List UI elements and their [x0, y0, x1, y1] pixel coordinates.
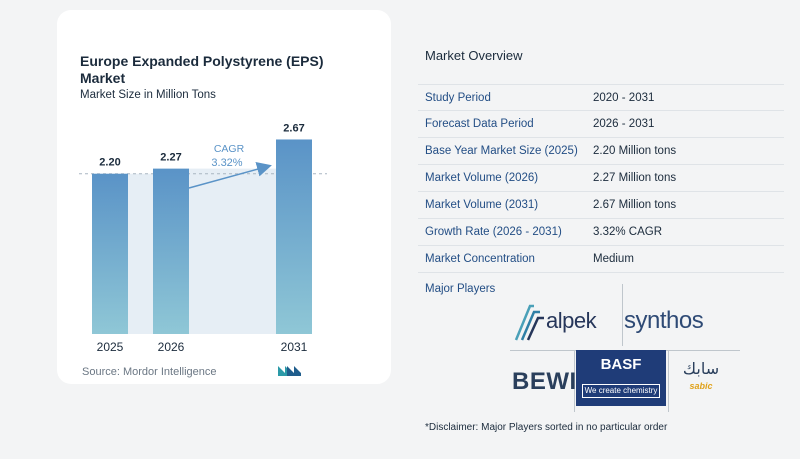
- basf-logo-name: BASF: [600, 356, 642, 373]
- overview-label: Market Concentration: [425, 253, 535, 265]
- overview-row: Growth Rate (2026 - 2031) 3.32% CAGR: [418, 219, 784, 246]
- overview-row: Market Volume (2031) 2.67 Million tons: [418, 192, 784, 219]
- alpek-logo: alpek: [546, 308, 597, 333]
- bar-value-label: 2.20: [99, 157, 120, 169]
- cagr-value: 3.32%: [211, 157, 242, 169]
- overview-label: Forecast Data Period: [425, 118, 534, 130]
- overview-value: 2.20 Million tons: [593, 145, 677, 157]
- mordor-intelligence-logo: [278, 366, 301, 376]
- bar: [276, 139, 312, 334]
- overview-label: Market Volume (2026): [425, 172, 539, 184]
- bar: [92, 173, 128, 334]
- logo-divider: [574, 350, 575, 412]
- bewi-logo: BEWI: [512, 368, 577, 395]
- source-text: Source: Mordor Intelligence: [82, 366, 217, 378]
- x-tick-label: 2031: [281, 340, 308, 354]
- major-players-label: Major Players: [425, 283, 496, 295]
- logo-divider: [622, 284, 623, 346]
- sabic-logo-arabic: سابك: [682, 359, 720, 378]
- overview-value: 2026 - 2031: [593, 118, 655, 130]
- basf-logo: BASF We create chemistry: [576, 350, 666, 406]
- cagr-arrow: [188, 161, 272, 189]
- major-players-logos: alpek synthos BEWI BASF We create chemis…: [510, 284, 740, 412]
- cagr-label: CAGR: [214, 143, 245, 155]
- overview-row: Study Period 2020 - 2031: [418, 84, 784, 111]
- overview-table: Study Period 2020 - 2031 Forecast Data P…: [418, 84, 784, 273]
- bar-value-label: 2.27: [160, 152, 181, 164]
- x-tick-label: 2026: [158, 340, 185, 354]
- sabic-logo: سابك sabic: [673, 359, 733, 399]
- overview-value: 2020 - 2031: [593, 91, 655, 104]
- overview-label: Study Period: [425, 91, 491, 104]
- logo-divider: [668, 350, 669, 412]
- overview-title: Market Overview: [425, 48, 523, 63]
- basf-logo-tagline: We create chemistry: [582, 384, 660, 398]
- alpek-logo-icon: [514, 304, 544, 341]
- overview-row: Forecast Data Period 2026 - 2031: [418, 111, 784, 138]
- overview-row: Market Volume (2026) 2.27 Million tons: [418, 165, 784, 192]
- bar: [153, 168, 189, 334]
- overview-row: Base Year Market Size (2025) 2.20 Millio…: [418, 138, 784, 165]
- overview-label: Base Year Market Size (2025): [425, 145, 578, 157]
- synthos-logo: synthos: [624, 307, 704, 334]
- shade-region: [128, 173, 153, 334]
- overview-label: Market Volume (2031): [425, 199, 539, 211]
- bar-chart: 2.20 2025 2.27 2026 2.67 2031 CAGR 3.32%: [79, 122, 327, 354]
- chart-title: Europe Expanded Polystyrene (EPS) Market: [80, 53, 324, 86]
- sabic-logo-latin: sabic: [689, 381, 713, 391]
- bar-value-label: 2.67: [283, 122, 304, 134]
- overview-value: Medium: [593, 253, 634, 265]
- overview-value: 2.67 Million tons: [593, 199, 677, 211]
- shade-region: [189, 168, 276, 334]
- disclaimer-text: *Disclaimer: Major Players sorted in no …: [425, 422, 668, 433]
- overview-row: Market Concentration Medium: [418, 246, 784, 273]
- overview-label: Growth Rate (2026 - 2031): [425, 226, 562, 238]
- overview-value: 3.32% CAGR: [593, 226, 663, 238]
- chart-subtitle: Market Size in Million Tons: [80, 89, 216, 101]
- overview-value: 2.27 Million tons: [593, 172, 677, 184]
- x-tick-label: 2025: [97, 340, 124, 354]
